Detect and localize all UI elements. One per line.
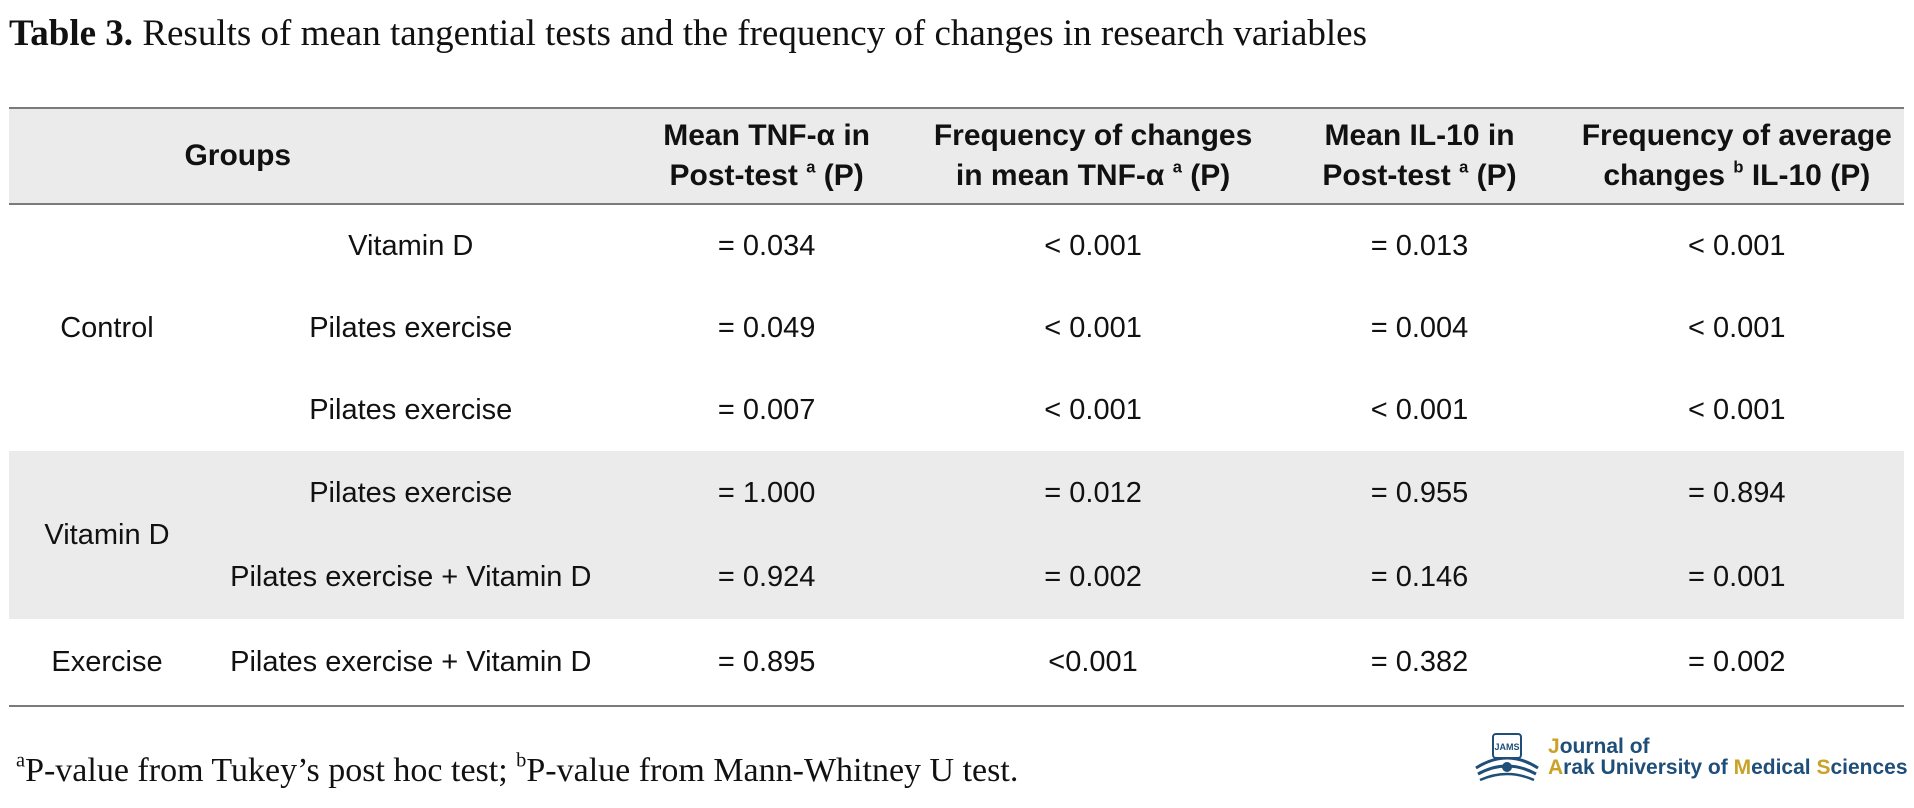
table-footnote: aP-value from Tukey’s post hoc test; bP-…: [16, 749, 1019, 789]
value-cell: < 0.001: [1044, 393, 1142, 426]
value-cell: = 0.004: [1370, 311, 1469, 344]
value-cell: = 0.002: [1044, 560, 1142, 593]
comparison-cell: Vitamin D: [348, 229, 474, 262]
group-cell-control: Control: [60, 311, 154, 344]
value-cell: < 0.001: [1044, 229, 1142, 262]
value-cell: = 0.895: [616, 619, 917, 707]
comparison-cell: Pilates exercise: [309, 476, 513, 509]
value-cell: < 0.001: [1687, 311, 1786, 344]
value-cell: = 0.382: [1269, 619, 1570, 707]
comparison-cell: Pilates exercise: [309, 311, 513, 344]
value-cell: < 0.001: [1044, 311, 1142, 344]
table-caption-label: Table 3.: [9, 13, 134, 54]
book-emblem-icon: JAMS: [1475, 733, 1539, 782]
value-cell: < 0.001: [1370, 393, 1469, 426]
table-row: Vitamin D Pilates exercise = 1.000 = 0.0…: [9, 451, 1904, 551]
value-cell: = 0.001: [1687, 560, 1786, 593]
value-cell: <0.001: [916, 619, 1270, 707]
group-cell-exercise: Exercise: [9, 619, 205, 707]
table-row: Pilates exercise = 0.049 < 0.001 = 0.004…: [9, 287, 1904, 369]
value-cell: < 0.001: [1687, 229, 1786, 262]
table-row: Control Vitamin D = 0.034 < 0.001 = 0.01…: [9, 204, 1904, 344]
table-header-row: Groups Mean TNF-α in Post-test a (P) Fre…: [9, 107, 1904, 205]
value-cell: < 0.001: [1687, 393, 1786, 426]
comparison-cell: Pilates exercise + Vitamin D: [230, 560, 592, 593]
table-caption-text: Results of mean tangential tests and the…: [133, 13, 1367, 54]
header-freq-tnf: Frequency of changes in mean TNF-α a (P): [916, 107, 1270, 205]
value-cell: = 0.034: [717, 229, 816, 262]
value-cell: = 0.002: [1569, 619, 1904, 707]
value-cell: = 0.924: [717, 560, 816, 593]
value-cell: = 1.000: [717, 476, 816, 509]
group-cell-vitamin-d: Vitamin D: [44, 518, 170, 551]
journal-logo: JAMS Journal of Arak University of Medic…: [1470, 728, 1910, 788]
header-groups: Groups: [9, 107, 617, 205]
svg-text:JAMS: JAMS: [1494, 742, 1519, 752]
table-row: Pilates exercise = 0.007 < 0.001 < 0.001…: [9, 369, 1904, 451]
value-cell: = 0.146: [1370, 560, 1469, 593]
table-row: Pilates exercise + Vitamin D = 0.924 = 0…: [9, 535, 1904, 619]
table-row: Exercise Pilates exercise + Vitamin D = …: [9, 619, 1904, 707]
journal-name: Journal of Arak University of Medical Sc…: [1548, 735, 1908, 779]
comparison-cell: Pilates exercise + Vitamin D: [204, 619, 617, 707]
header-mean-tnf: Mean TNF-α in Post-test a (P): [616, 107, 917, 205]
value-cell: = 0.013: [1370, 229, 1469, 262]
header-mean-il10: Mean IL-10 in Post-test a (P): [1269, 107, 1570, 205]
table-caption: Table 3. Results of mean tangential test…: [9, 12, 1367, 55]
value-cell: = 0.007: [717, 393, 816, 426]
value-cell: = 0.955: [1370, 476, 1469, 509]
comparison-cell: Pilates exercise: [309, 393, 513, 426]
results-table: Groups Mean TNF-α in Post-test a (P) Fre…: [9, 107, 1904, 707]
value-cell: = 0.894: [1687, 476, 1786, 509]
header-freq-il10: Frequency of average changes b IL-10 (P): [1569, 107, 1904, 205]
value-cell: = 0.049: [717, 311, 816, 344]
value-cell: = 0.012: [1044, 476, 1142, 509]
